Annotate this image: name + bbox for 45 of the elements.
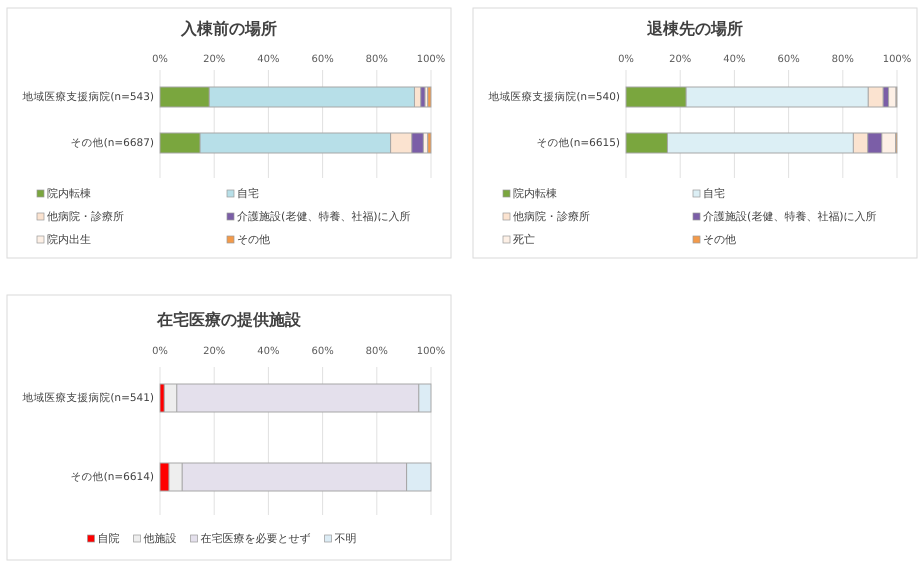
y-tick-label: その他(n=6687)	[70, 136, 154, 149]
x-tick-label: 20%	[203, 54, 226, 65]
legend-label: 死亡	[513, 233, 535, 246]
x-tick-label: 80%	[832, 54, 854, 65]
chart-title: 入棟前の場所	[180, 19, 277, 38]
y-tick-label: 地域医療支援病院(n=540)	[487, 90, 620, 103]
y-tick-label: その他(n=6615)	[536, 136, 620, 149]
x-tick-label: 40%	[257, 54, 280, 65]
legend-label: 他病院・診療所	[47, 210, 124, 224]
y-tick-label: 地域医療支援病院(n=541)	[21, 390, 154, 404]
x-tick-label: 0%	[152, 346, 168, 357]
legend-label: 介護施設(老健、特養、社福)に入所	[237, 210, 411, 224]
x-tick-label: 0%	[618, 54, 634, 65]
legend-label: 院内転棟	[513, 187, 557, 200]
x-tick-label: 20%	[203, 346, 226, 357]
x-tick-label: 80%	[366, 346, 388, 357]
legend-label: その他	[703, 233, 736, 246]
legend-label: 院内出生	[47, 233, 91, 246]
bar	[427, 86, 432, 108]
legend-label: 自宅	[237, 187, 259, 200]
chart-title: 退棟先の場所	[646, 19, 743, 38]
chart-title: 在宅医療の提供施設	[156, 310, 302, 329]
y-tick-label: 地域医療支援病院(n=543)	[21, 90, 154, 103]
legend-label: その他	[237, 233, 270, 246]
x-tick-label: 60%	[311, 346, 334, 357]
y-tick-label: その他(n=6614)	[70, 470, 154, 483]
x-tick-label: 100%	[416, 346, 446, 357]
x-tick-label: 0%	[152, 54, 168, 65]
x-tick-label: 60%	[777, 54, 800, 65]
legend-label: 自宅	[703, 187, 725, 200]
x-tick-label: 40%	[257, 346, 280, 357]
x-tick-label: 40%	[723, 54, 746, 65]
legend-label: 介護施設(老健、特養、社福)に入所	[703, 210, 877, 224]
x-tick-label: 80%	[366, 54, 388, 65]
legend-label: 他施設	[144, 532, 176, 546]
x-tick-label: 20%	[669, 54, 692, 65]
x-tick-label: 100%	[416, 54, 446, 65]
x-tick-label: 60%	[311, 54, 334, 65]
legend-label: 不明	[334, 532, 356, 546]
legend-label: 在宅医療を必要とせず	[200, 532, 310, 546]
legend-label: 院内転棟	[47, 187, 91, 200]
legend-label: 自院	[98, 532, 120, 546]
x-tick-label: 100%	[882, 54, 912, 65]
legend-label: 他病院・診療所	[513, 210, 590, 224]
bar	[427, 132, 432, 154]
